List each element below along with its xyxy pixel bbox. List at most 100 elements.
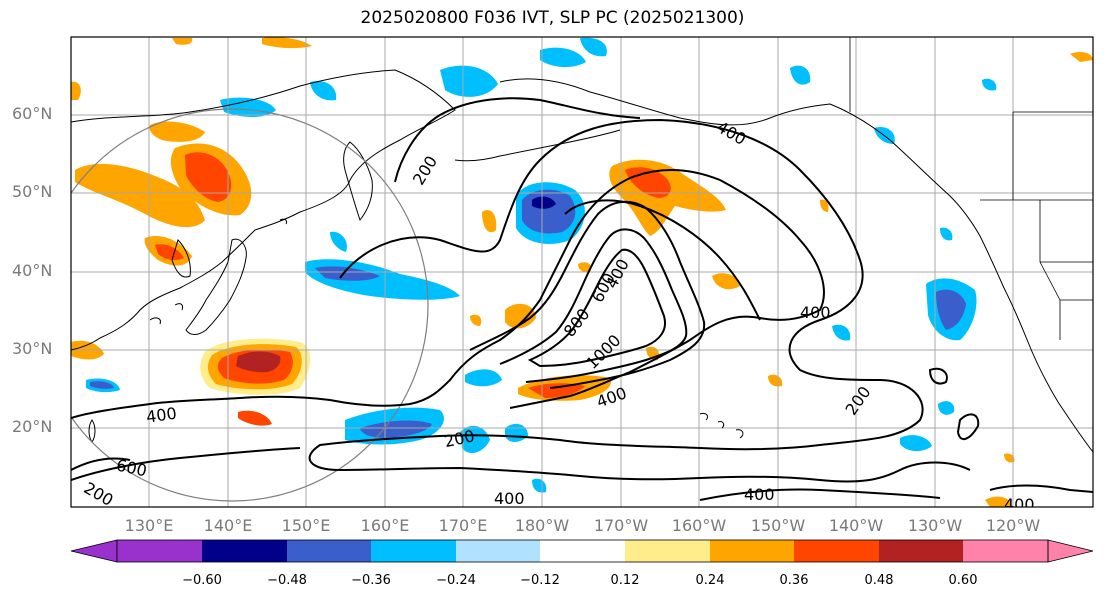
border-us-states bbox=[1039, 200, 1093, 340]
shade-blob bbox=[768, 374, 783, 387]
colorbar-segment bbox=[371, 540, 456, 562]
colorbar-tick-label: 0.36 bbox=[779, 573, 809, 588]
coastline-asia bbox=[71, 69, 456, 351]
contour-800 bbox=[499, 228, 688, 383]
shade-blob bbox=[460, 425, 490, 454]
shade-blob bbox=[262, 37, 312, 49]
colorbar-segment bbox=[710, 540, 794, 562]
map-frame bbox=[70, 36, 1094, 508]
hawaii-islands bbox=[699, 413, 744, 439]
shade-blob bbox=[149, 121, 205, 142]
contour-600 bbox=[469, 200, 706, 389]
lon-label: 130°W bbox=[907, 516, 963, 535]
shade-blob bbox=[330, 231, 347, 252]
lat-label: 30°N bbox=[12, 339, 53, 358]
contour-label: 400 bbox=[1004, 495, 1035, 514]
colorbar-tick-label: 0.24 bbox=[695, 573, 725, 588]
coastline-japan bbox=[185, 238, 247, 335]
radius-circle bbox=[71, 108, 429, 502]
colorbar-tick-label: 0.60 bbox=[948, 573, 978, 588]
contour-200-main bbox=[308, 118, 971, 483]
contour-label: 400 bbox=[494, 489, 525, 508]
colorbar-frame bbox=[116, 539, 1049, 563]
contour-label: 400 bbox=[800, 303, 831, 322]
shade-blob bbox=[310, 80, 337, 101]
shade-blob bbox=[90, 381, 114, 389]
shade-blob bbox=[936, 289, 966, 330]
colorbar-low-extend bbox=[70, 539, 118, 563]
shade-blob bbox=[900, 435, 932, 452]
shade-blob bbox=[470, 314, 482, 326]
shade-blob bbox=[790, 65, 811, 85]
colorbar-tick-label: −0.12 bbox=[520, 573, 560, 588]
colorbar bbox=[70, 539, 1094, 563]
shade-blob bbox=[155, 244, 184, 261]
lon-label: 140°W bbox=[828, 516, 884, 535]
shade-blob bbox=[220, 97, 276, 117]
coastline-aleutians bbox=[454, 129, 621, 162]
shade-blob bbox=[172, 38, 193, 45]
shade-blob bbox=[532, 478, 547, 493]
shade-blob bbox=[465, 369, 502, 387]
shade-blob bbox=[938, 401, 955, 415]
shade-blob bbox=[315, 266, 380, 281]
colorbar-high-extend bbox=[1047, 539, 1094, 563]
lon-label: 120°W bbox=[985, 516, 1041, 535]
colorbar-segment bbox=[456, 540, 540, 562]
shade-blob bbox=[712, 273, 740, 290]
colorbar-segment bbox=[202, 540, 287, 562]
contour-200-north bbox=[394, 97, 641, 183]
shade-blob bbox=[236, 351, 281, 373]
lat-label: 20°N bbox=[12, 417, 53, 436]
lon-label: 160°W bbox=[671, 516, 727, 535]
colorbar-segment bbox=[625, 540, 710, 562]
contour-400-east bbox=[989, 484, 1093, 493]
shade-blob bbox=[578, 262, 592, 273]
contour-400-lower bbox=[71, 447, 301, 481]
graticule bbox=[71, 37, 1093, 507]
coastline-islands bbox=[149, 218, 287, 325]
contour-400-inner bbox=[564, 199, 761, 321]
lat-label: 40°N bbox=[12, 261, 53, 280]
shade-blob bbox=[440, 65, 498, 97]
coastline-kamchatka bbox=[343, 141, 373, 222]
political-borders bbox=[849, 37, 1093, 340]
colorbar-segment bbox=[879, 540, 963, 562]
contour-600-lower bbox=[71, 457, 131, 471]
contour-1000 bbox=[527, 248, 666, 368]
shade-blob bbox=[982, 78, 997, 91]
colorbar-segment bbox=[540, 540, 625, 562]
coastline-korea bbox=[171, 239, 191, 278]
contour-label: 400 bbox=[145, 404, 178, 427]
colorbar-segment bbox=[963, 540, 1048, 562]
colorbar-tick-label: −0.60 bbox=[182, 573, 222, 588]
contour-200-east bbox=[928, 367, 980, 441]
contour-400-outer bbox=[71, 169, 825, 419]
shade-blob bbox=[832, 324, 851, 341]
shade-blob bbox=[75, 163, 205, 228]
shade-blob bbox=[580, 37, 607, 57]
contour-400-bottom bbox=[699, 488, 941, 501]
lon-label: 170°W bbox=[593, 516, 649, 535]
shade-blob bbox=[360, 420, 432, 438]
lon-label: 130°E bbox=[124, 516, 174, 535]
shade-blob bbox=[1004, 453, 1015, 463]
colorbar-segment bbox=[117, 540, 202, 562]
colorbar-tick-label: 0.12 bbox=[610, 573, 640, 588]
chart-title: 2025020800 F036 IVT, SLP PC (2025021300) bbox=[360, 8, 745, 28]
shade-blob bbox=[238, 410, 272, 426]
colorbar-tick-label: −0.48 bbox=[267, 573, 307, 588]
lon-label: 140°E bbox=[203, 516, 253, 535]
shade-blob bbox=[1070, 52, 1093, 62]
shade-blob bbox=[532, 196, 556, 209]
shade-blob bbox=[185, 152, 232, 202]
colorbar-tick-label: −0.24 bbox=[436, 573, 476, 588]
slp-contours bbox=[71, 97, 1093, 501]
border-canada-provinces bbox=[1012, 111, 1093, 200]
colorbar-segment bbox=[794, 540, 879, 562]
shade-blob bbox=[71, 81, 81, 100]
shade-blob bbox=[820, 199, 829, 212]
colorbar-segment bbox=[287, 540, 371, 562]
colorbar-tick-label: 0.48 bbox=[864, 573, 894, 588]
